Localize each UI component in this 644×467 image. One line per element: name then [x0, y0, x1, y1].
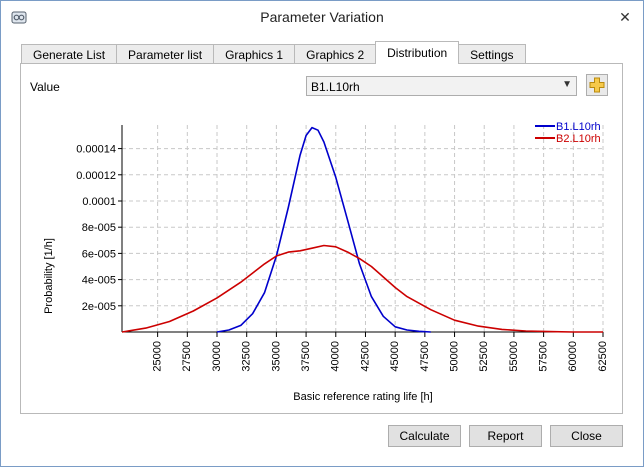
title-bar: Parameter Variation ✕ [1, 1, 643, 33]
window-close-icon[interactable]: ✕ [619, 9, 631, 25]
y-tick-label: 0.00014 [76, 144, 116, 156]
x-tick-label: 27500 [181, 341, 193, 372]
report-button[interactable]: Report [469, 425, 542, 447]
y-tick-label: 4e-005 [82, 275, 116, 287]
x-tick-label: 50000 [448, 341, 460, 372]
y-tick-label: 6e-005 [82, 248, 116, 260]
legend-label: B2.L10rh [556, 133, 601, 145]
x-tick-label: 55000 [508, 341, 520, 372]
x-tick-label: 32500 [241, 341, 253, 372]
app-icon [11, 11, 27, 24]
x-axis-label: Basic reference rating life [h] [293, 391, 432, 403]
value-label: Value [30, 80, 60, 94]
tab-parameter-list[interactable]: Parameter list [116, 44, 215, 64]
chart-axes: 25000 27500 30000 32500 35000 37500 40000 42500… [76, 125, 609, 372]
x-tick-label: 40000 [330, 341, 342, 372]
series-line-b1-l10rh [216, 126, 431, 333]
plus-icon [589, 77, 605, 93]
distribution-chart: 25000 27500 30000 32500 35000 37500 40000 42500… [43, 121, 609, 403]
x-tick-label: 35000 [270, 341, 282, 372]
add-value-button[interactable] [586, 74, 608, 96]
x-tick-label: 37500 [300, 341, 312, 372]
x-tick-label: 30000 [211, 341, 223, 372]
x-tick-label: 47500 [419, 341, 431, 372]
x-tick-label: 57500 [538, 341, 550, 372]
y-tick-label: 0.00012 [76, 170, 116, 182]
value-select-text: B1.L10rh [311, 80, 360, 94]
x-tick-label: 62500 [597, 341, 609, 372]
y-axis-label: Probability [1/h] [43, 238, 55, 314]
x-tick-label: 52500 [478, 341, 490, 372]
chevron-down-icon: ▼ [562, 79, 572, 90]
x-tick-label: 45000 [389, 341, 401, 372]
value-select[interactable]: B1.L10rh ▼ [306, 76, 577, 96]
window-title: Parameter Variation [260, 9, 384, 25]
tab-settings[interactable]: Settings [458, 44, 526, 64]
tab-generate-list[interactable]: Generate List [21, 44, 118, 64]
distribution-panel [20, 63, 623, 414]
series-line-b2-l10rh [121, 244, 603, 333]
calculate-button[interactable]: Calculate [388, 425, 461, 447]
x-tick-label: 60000 [567, 341, 579, 372]
y-tick-label: 8e-005 [82, 222, 116, 234]
chart-series [121, 126, 603, 333]
x-tick-label: 25000 [152, 341, 164, 372]
tab-graphics-2[interactable]: Graphics 2 [294, 44, 377, 64]
y-tick-label: 2e-005 [82, 301, 116, 313]
legend-label: B1.L10rh [556, 121, 601, 133]
close-button[interactable]: Close [550, 425, 623, 447]
chart-grid [122, 125, 604, 332]
tab-graphics-1[interactable]: Graphics 1 [213, 44, 296, 64]
x-tick-label: 42500 [359, 341, 371, 372]
tab-distribution[interactable]: Distribution [375, 41, 460, 64]
tab-bar: Generate List Parameter list Graphics 1 … [21, 41, 526, 65]
y-tick-label: 0.0001 [82, 196, 116, 208]
